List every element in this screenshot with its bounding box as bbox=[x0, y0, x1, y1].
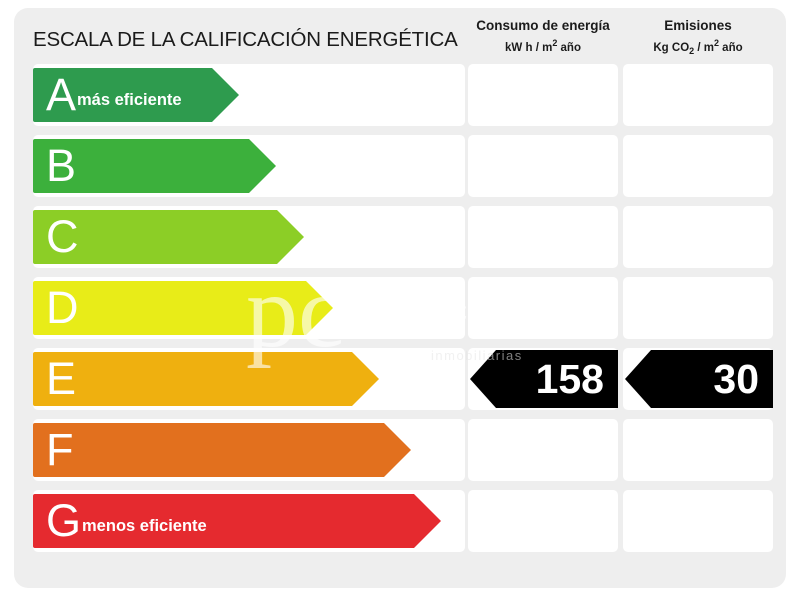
consumo-value: 158 bbox=[535, 355, 604, 402]
emisiones-units-suffix: año bbox=[718, 41, 743, 54]
rating-letter-f: F bbox=[46, 423, 74, 475]
rating-bar-e: E bbox=[33, 352, 379, 406]
emisiones-cell-b bbox=[623, 135, 773, 197]
rating-bar-d: D bbox=[33, 281, 333, 335]
rating-note-g: menos eficiente bbox=[82, 517, 207, 535]
rating-letter-c: C bbox=[46, 210, 79, 262]
consumo-title: Consumo de energía bbox=[476, 18, 610, 33]
rating-row-d: D bbox=[14, 273, 786, 343]
rating-letter-b: B bbox=[46, 139, 77, 191]
certificate-header: ESCALA DE LA CALIFICACIÓN ENERGÉTICA Con… bbox=[14, 8, 786, 60]
rating-letter-a: A bbox=[46, 68, 77, 120]
rating-letter-g: G bbox=[46, 494, 82, 546]
column-header-consumo: Consumo de energía kW h / m2 año bbox=[468, 16, 618, 57]
column-header-emisiones: Emisiones Kg CO2 / m2 año bbox=[623, 16, 773, 60]
consumo-units-prefix: kW h / m bbox=[505, 41, 553, 54]
consumo-units-sup: 2 bbox=[552, 38, 558, 48]
consumo-cell-d bbox=[468, 277, 618, 339]
energy-certificate-panel: ESCALA DE LA CALIFICACIÓN ENERGÉTICA Con… bbox=[14, 8, 786, 588]
rating-letter-d: D bbox=[46, 281, 79, 333]
consumo-value-badge: 158 bbox=[470, 350, 618, 408]
rating-row-b: B bbox=[14, 131, 786, 201]
emisiones-cell-c bbox=[623, 206, 773, 268]
emisiones-cell-f bbox=[623, 419, 773, 481]
emisiones-units-prefix: Kg CO bbox=[653, 41, 690, 54]
rating-row-c: C bbox=[14, 202, 786, 272]
consumo-cell-c bbox=[468, 206, 618, 268]
rating-row-f: F bbox=[14, 415, 786, 485]
emisiones-value-badge: 30 bbox=[625, 350, 773, 408]
page-title: ESCALA DE LA CALIFICACIÓN ENERGÉTICA bbox=[33, 28, 458, 51]
emisiones-cell-g bbox=[623, 490, 773, 552]
rating-bar-b: B bbox=[33, 139, 276, 193]
emisiones-value: 30 bbox=[713, 355, 759, 402]
consumo-cell-a bbox=[468, 64, 618, 126]
rating-bar-f: F bbox=[33, 423, 411, 477]
emisiones-units-sub: 2 bbox=[689, 46, 695, 57]
consumo-units-suffix: año bbox=[557, 41, 581, 54]
rating-bar-c: C bbox=[33, 210, 304, 264]
emisiones-units-mid: / m bbox=[694, 41, 714, 54]
rating-letter-e: E bbox=[46, 352, 77, 404]
emisiones-cell-d bbox=[623, 277, 773, 339]
consumo-cell-f bbox=[468, 419, 618, 481]
emisiones-units-sup: 2 bbox=[713, 38, 719, 48]
emisiones-units: Kg CO2 / m2 año bbox=[623, 35, 773, 60]
consumo-cell-g bbox=[468, 490, 618, 552]
rating-note-a: más eficiente bbox=[77, 91, 182, 109]
emisiones-title: Emisiones bbox=[664, 18, 732, 33]
emisiones-cell-a bbox=[623, 64, 773, 126]
consumo-cell-b bbox=[468, 135, 618, 197]
consumo-units: kW h / m2 año bbox=[468, 35, 618, 57]
rating-row-e: E 158 30 bbox=[14, 344, 786, 414]
